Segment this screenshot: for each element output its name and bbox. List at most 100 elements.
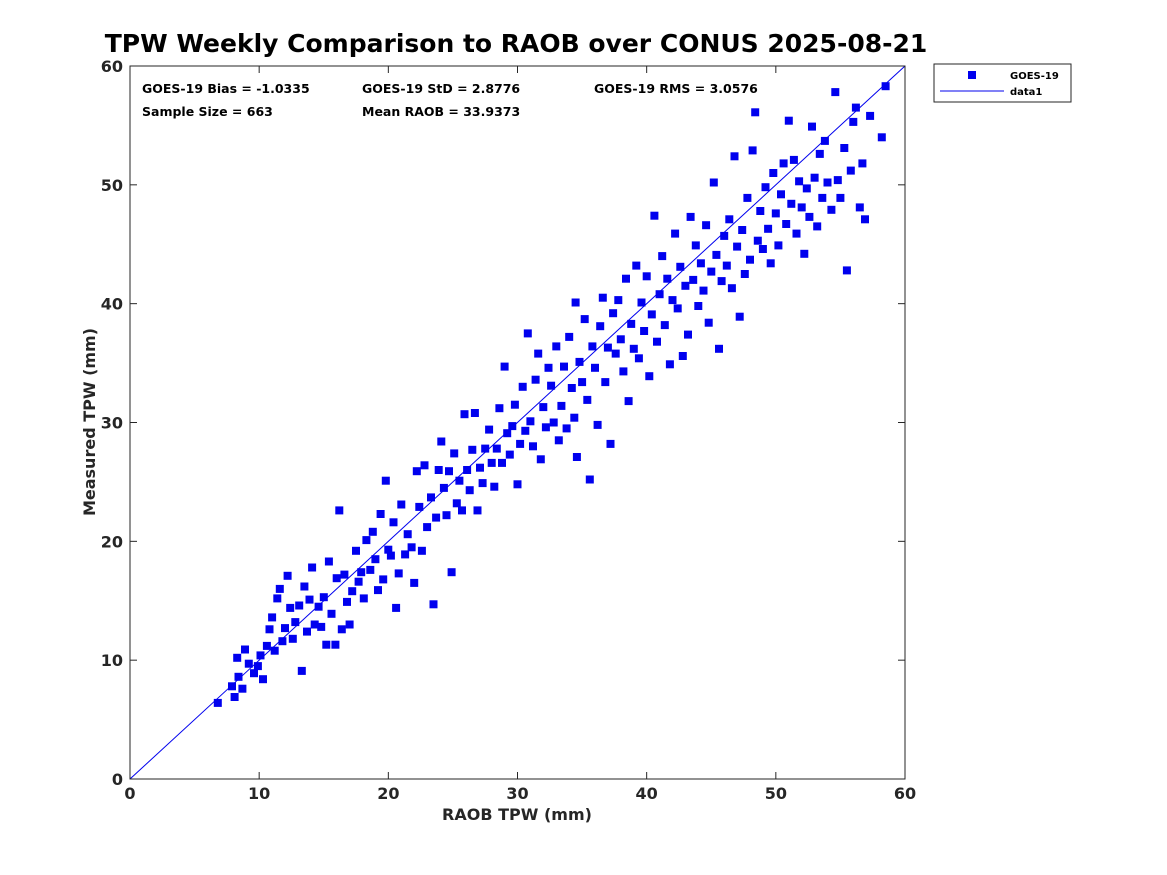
- data-point-36: [327, 609, 336, 618]
- data-point-122: [557, 401, 566, 410]
- data-point-41: [340, 570, 349, 579]
- data-point-123: [560, 362, 568, 371]
- data-point-130: [575, 357, 584, 366]
- data-point-127: [570, 413, 579, 422]
- data-point-57: [384, 545, 393, 554]
- data-point-124: [562, 424, 571, 433]
- data-point-35: [324, 557, 333, 566]
- data-point-47: [357, 568, 366, 577]
- data-point-24: [295, 601, 304, 610]
- data-point-154: [637, 298, 646, 307]
- legend-label-goes19: GOES-19: [1010, 71, 1059, 82]
- data-point-45: [352, 546, 360, 555]
- data-point-233: [846, 166, 855, 175]
- data-point-120: [552, 342, 561, 351]
- data-point-108: [521, 426, 530, 435]
- x-axis-label: RAOB TPW (mm): [442, 805, 592, 824]
- data-point-30: [310, 620, 319, 629]
- data-point-111: [529, 442, 537, 451]
- data-point-69: [417, 546, 426, 555]
- data-point-147: [619, 367, 628, 376]
- data-point-109: [523, 329, 532, 338]
- data-point-22: [288, 634, 297, 643]
- data-point-91: [476, 463, 484, 472]
- data-point-4: [234, 672, 243, 681]
- data-point-32: [317, 622, 326, 631]
- data-point-55: [379, 575, 388, 584]
- data-point-216: [797, 203, 806, 212]
- data-point-237: [858, 159, 867, 168]
- data-point-70: [420, 461, 429, 470]
- data-point-192: [735, 312, 744, 321]
- y-tick-label-5: 50: [101, 176, 123, 195]
- legend: GOES-19 data1: [933, 63, 1072, 103]
- data-point-46: [354, 577, 363, 586]
- data-point-170: [678, 352, 687, 360]
- data-point-14: [268, 613, 277, 622]
- data-point-77: [439, 483, 448, 492]
- data-point-227: [827, 205, 836, 214]
- data-point-136: [591, 363, 599, 372]
- data-point-212: [787, 199, 796, 208]
- data-point-76: [437, 437, 446, 446]
- data-point-101: [503, 429, 512, 438]
- data-point-164: [663, 274, 672, 283]
- data-point-51: [368, 527, 377, 536]
- x-tick-label-0: 0: [124, 784, 135, 803]
- data-point-7: [244, 659, 253, 668]
- chart-title: TPW Weekly Comparison to RAOB over CONUS…: [105, 29, 928, 58]
- data-point-31: [314, 602, 323, 611]
- data-point-125: [565, 332, 574, 341]
- data-point-149: [624, 397, 633, 406]
- data-point-158: [647, 310, 656, 319]
- data-point-99: [498, 458, 506, 467]
- data-point-19: [281, 624, 289, 633]
- data-point-39: [335, 506, 344, 515]
- data-point-52: [371, 555, 380, 564]
- stat-sample-size: Sample Size = 663: [142, 104, 273, 119]
- data-point-178: [699, 286, 708, 295]
- data-point-110: [526, 417, 535, 426]
- data-point-115: [539, 403, 548, 412]
- data-point-188: [725, 215, 734, 224]
- data-point-106: [516, 439, 525, 448]
- data-point-133: [583, 395, 592, 404]
- data-point-81: [450, 449, 459, 458]
- data-point-203: [764, 224, 773, 233]
- x-tick-label-4: 40: [636, 784, 658, 803]
- data-point-207: [774, 241, 783, 250]
- data-point-29: [308, 563, 317, 572]
- data-point-74: [432, 513, 441, 522]
- data-point-135: [588, 342, 597, 351]
- data-point-211: [784, 116, 793, 125]
- data-point-0: [213, 698, 222, 707]
- data-point-163: [660, 321, 669, 330]
- data-point-134: [585, 475, 594, 484]
- data-point-95: [487, 458, 496, 467]
- data-point-75: [434, 466, 443, 474]
- legend-label-data1: data1: [1010, 87, 1042, 98]
- y-tick-label-6: 60: [101, 57, 123, 76]
- data-point-84: [458, 506, 466, 515]
- data-point-128: [571, 298, 580, 307]
- data-point-153: [634, 354, 643, 363]
- data-point-54: [376, 510, 385, 518]
- axis-ticks: 0 10 20 30 40 50 60 0 10 20 30 40 50 60: [101, 57, 916, 803]
- data-point-181: [707, 267, 716, 276]
- data-point-156: [642, 272, 651, 281]
- data-point-197: [748, 146, 757, 155]
- data-point-116: [541, 423, 550, 432]
- data-point-129: [572, 453, 581, 461]
- data-point-8: [250, 669, 258, 678]
- data-point-94: [485, 425, 494, 434]
- data-point-224: [818, 193, 827, 202]
- data-point-85: [460, 410, 469, 419]
- data-point-160: [653, 337, 661, 346]
- data-point-100: [500, 362, 509, 371]
- data-point-193: [738, 226, 747, 234]
- data-point-208: [777, 190, 785, 199]
- data-point-196: [746, 255, 754, 264]
- data-point-63: [401, 550, 410, 559]
- data-point-62: [397, 500, 406, 509]
